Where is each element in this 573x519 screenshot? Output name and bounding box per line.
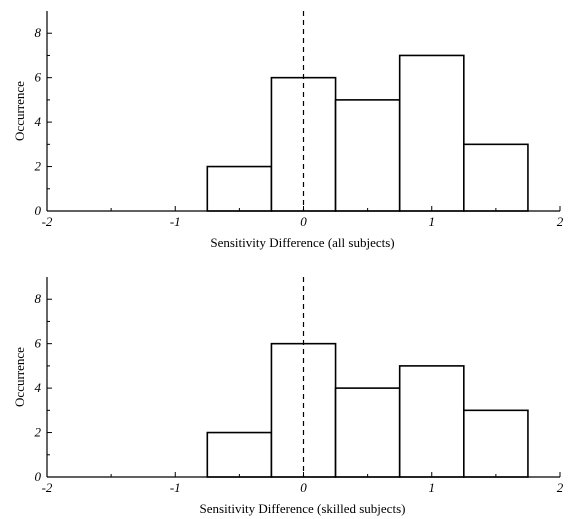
x-tick-label: 0 [300, 214, 307, 229]
panel-skilled-subjects: -2 -1 0 1 2 0 2 4 6 8 Sensitivity Difference (skil… [12, 277, 564, 516]
x-tick-label: -2 [42, 214, 53, 229]
x-tick-label: 1 [429, 480, 436, 495]
x-tick-label: -1 [170, 480, 181, 495]
histogram-bar [334, 99, 401, 212]
histogram-bar [206, 431, 273, 478]
y-tick-label: 6 [35, 70, 42, 85]
x-tick-label: -1 [170, 214, 181, 229]
x-tick-label: -2 [42, 480, 53, 495]
y-tick-label: 4 [35, 380, 42, 395]
x-axis-label: Sensitivity Difference (skilled subjects… [200, 501, 406, 516]
histogram-bar [334, 387, 401, 478]
histogram-bar [398, 365, 465, 478]
y-tick-label: 6 [35, 336, 42, 351]
x-axis-label: Sensitivity Difference (all subjects) [210, 235, 394, 250]
histogram-bar [463, 409, 529, 478]
y-tick-label: 8 [35, 25, 42, 40]
histogram-bar [463, 143, 529, 212]
histogram-bar [206, 165, 273, 212]
x-tick-label: 2 [557, 214, 564, 229]
y-tick-label: 2 [35, 425, 42, 440]
y-tick-label: 0 [35, 469, 42, 484]
y-axis-label: Occurrence [12, 81, 27, 141]
y-tick-label: 2 [35, 159, 42, 174]
histogram-bar [398, 54, 465, 212]
x-tick-label: 2 [557, 480, 564, 495]
y-tick-label: 0 [35, 203, 42, 218]
histogram-bar [270, 76, 337, 212]
x-tick-label: 1 [429, 214, 436, 229]
panel-all-subjects: -2 -1 0 1 2 0 2 4 6 8 Sensitivity Difference (all … [12, 11, 564, 250]
y-tick-label: 8 [35, 291, 42, 306]
x-tick-label: 0 [300, 480, 307, 495]
y-axis-label: Occurrence [12, 347, 27, 407]
y-tick-label: 4 [35, 114, 42, 129]
